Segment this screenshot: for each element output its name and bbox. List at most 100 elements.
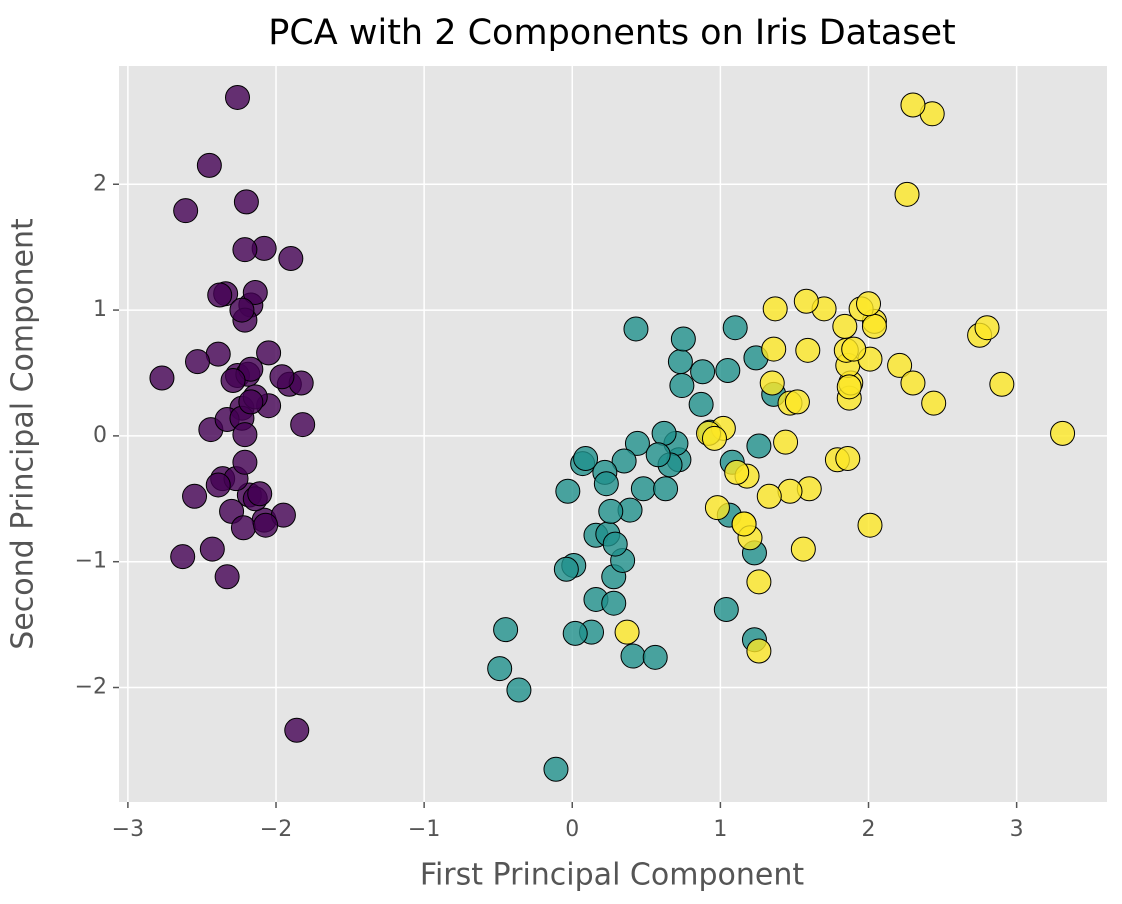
point [777, 478, 803, 504]
point [170, 544, 196, 570]
point [651, 420, 677, 446]
point [543, 756, 569, 782]
point [746, 433, 772, 459]
point [614, 619, 640, 645]
point [232, 449, 258, 475]
point [233, 189, 259, 215]
point [624, 430, 650, 456]
point [185, 349, 211, 375]
point [667, 349, 693, 375]
point [835, 446, 861, 472]
chart-title: PCA with 2 Components on Iris Dataset [268, 13, 956, 53]
x-tick-label: 3 [1010, 817, 1024, 842]
point [602, 531, 628, 557]
y-tick-label: −1 [75, 549, 107, 574]
point [205, 472, 231, 498]
point [887, 352, 913, 378]
point [242, 279, 268, 305]
point [731, 511, 757, 537]
x-tick-label: −3 [112, 817, 144, 842]
point [989, 371, 1015, 397]
point [653, 476, 679, 502]
point [284, 717, 310, 743]
point [793, 288, 819, 314]
point [247, 481, 273, 507]
point [921, 390, 947, 416]
point [630, 476, 656, 502]
point [900, 92, 926, 118]
point [974, 315, 1000, 341]
point [220, 368, 246, 394]
y-tick-label: 1 [93, 297, 107, 322]
point [773, 429, 799, 455]
point [253, 512, 279, 538]
point [573, 446, 599, 472]
x-tick-label: −1 [408, 817, 440, 842]
y-tick-label: 0 [93, 423, 107, 448]
point [611, 448, 637, 474]
point [182, 483, 208, 509]
point [690, 359, 716, 385]
point [278, 245, 304, 271]
x-tick-label: 0 [565, 817, 579, 842]
point [199, 536, 225, 562]
point [722, 315, 748, 341]
plot-area [119, 66, 1107, 802]
point [620, 643, 646, 669]
point [704, 495, 730, 521]
point [238, 356, 264, 382]
point [713, 597, 739, 623]
point [232, 237, 258, 263]
x-tick-label: 2 [862, 817, 876, 842]
point [593, 471, 619, 497]
point [598, 498, 624, 524]
point [1050, 420, 1076, 446]
point [784, 389, 810, 415]
point [645, 442, 671, 468]
point [506, 677, 532, 703]
x-tick-label: −2 [260, 817, 292, 842]
point [715, 357, 741, 383]
point [230, 515, 256, 541]
point [256, 340, 282, 366]
point [670, 326, 696, 352]
point [856, 291, 882, 317]
point [269, 364, 295, 390]
point [225, 84, 251, 110]
point [746, 569, 772, 595]
point [601, 590, 627, 616]
point [669, 373, 695, 399]
point [724, 459, 750, 485]
point [900, 370, 926, 396]
y-axis-label: Second Principal Component [6, 218, 41, 650]
point [746, 638, 772, 664]
point [836, 374, 862, 400]
y-tick-label: −2 [75, 675, 107, 700]
point [894, 181, 920, 207]
point [553, 556, 579, 582]
y-tick-label: 2 [93, 171, 107, 196]
point [841, 336, 867, 362]
point [555, 478, 581, 504]
point [623, 316, 649, 342]
point [790, 536, 816, 562]
point [493, 617, 519, 643]
point [688, 391, 714, 417]
point [196, 152, 222, 178]
point [642, 644, 668, 670]
point [238, 389, 264, 415]
point [701, 425, 727, 451]
point [756, 483, 782, 509]
point [290, 412, 316, 438]
point [857, 512, 883, 538]
point [229, 297, 255, 323]
x-axis-label: First Principal Component [420, 858, 804, 893]
point [232, 422, 258, 448]
point [861, 313, 887, 339]
point [214, 564, 240, 590]
point [761, 336, 787, 362]
point [762, 296, 788, 322]
point [207, 282, 233, 308]
